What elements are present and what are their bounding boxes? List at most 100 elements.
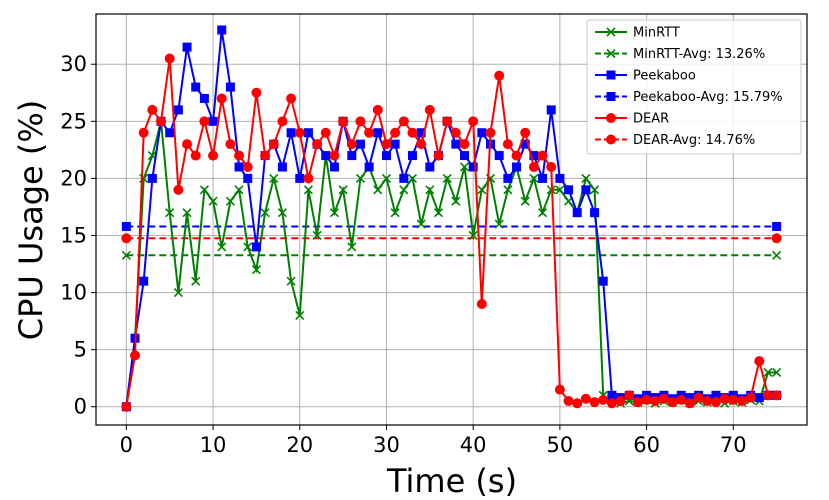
marker-stroke xyxy=(243,242,253,252)
data-point xyxy=(217,242,227,252)
data-point xyxy=(381,139,392,150)
data-point xyxy=(563,396,574,407)
x-tick-label: 70 xyxy=(720,433,747,457)
data-point xyxy=(702,396,713,407)
data-point xyxy=(477,185,487,195)
data-point xyxy=(503,185,513,195)
data-point xyxy=(381,151,391,161)
marker-stroke xyxy=(529,173,539,183)
data-point xyxy=(399,173,409,183)
data-point xyxy=(771,233,782,244)
data-point xyxy=(147,173,157,183)
marker-stroke xyxy=(269,173,279,183)
y-tick-label: 25 xyxy=(60,109,87,133)
legend-marker xyxy=(606,48,616,59)
data-point xyxy=(572,398,583,409)
legend-entry: Peekaboo xyxy=(595,69,696,84)
data-point xyxy=(277,162,287,172)
data-point xyxy=(355,116,366,127)
data-point xyxy=(208,150,219,161)
data-point xyxy=(460,151,470,161)
marker-stroke xyxy=(581,173,591,183)
data-point xyxy=(138,127,149,138)
data-point xyxy=(329,150,340,161)
data-point xyxy=(234,150,245,161)
y-tick-label: 20 xyxy=(60,166,87,190)
data-point xyxy=(450,127,461,138)
data-point xyxy=(208,116,218,126)
data-point xyxy=(581,173,591,183)
data-point xyxy=(425,162,435,172)
x-tick-label: 10 xyxy=(200,433,227,457)
data-point xyxy=(121,233,132,244)
marker-stroke xyxy=(772,250,782,260)
marker-stroke xyxy=(295,310,305,320)
data-point xyxy=(173,105,183,115)
marker-stroke xyxy=(425,185,435,195)
marker-stroke xyxy=(217,242,227,252)
data-point xyxy=(529,151,539,161)
y-tick-label: 15 xyxy=(60,223,87,247)
data-point xyxy=(191,82,201,92)
data-point xyxy=(373,185,383,195)
x-tick-label: 40 xyxy=(460,433,487,457)
data-point xyxy=(225,82,235,92)
marker-stroke xyxy=(260,208,270,218)
marker-stroke xyxy=(234,185,244,195)
data-point xyxy=(364,127,375,138)
data-point xyxy=(451,139,461,149)
series-dear-avg xyxy=(121,233,782,244)
data-point xyxy=(364,162,374,172)
marker-stroke xyxy=(606,48,616,59)
data-point xyxy=(182,139,193,150)
data-point xyxy=(676,394,687,405)
data-point xyxy=(590,185,600,195)
data-point xyxy=(719,393,730,404)
y-tick-label: 30 xyxy=(60,52,87,76)
data-point xyxy=(589,397,600,408)
legend-label: DEAR xyxy=(633,112,669,127)
data-point xyxy=(164,53,175,64)
data-point xyxy=(303,128,313,138)
marker-stroke xyxy=(381,173,392,183)
data-point xyxy=(433,150,444,161)
data-point xyxy=(355,139,365,149)
legend-entry: DEAR xyxy=(595,112,669,127)
data-point xyxy=(347,242,357,252)
data-point xyxy=(511,150,522,161)
marker-stroke xyxy=(407,173,418,183)
data-point xyxy=(190,150,201,161)
data-point xyxy=(772,250,782,260)
legend-label: Peekaboo-Avg: 15.79% xyxy=(633,90,783,105)
data-point xyxy=(555,185,565,195)
data-point xyxy=(763,367,773,378)
legend-marker xyxy=(606,134,616,145)
marker-stroke xyxy=(494,219,504,229)
legend-entry: MinRTT-Avg: 13.26% xyxy=(595,47,765,62)
marker-stroke xyxy=(147,151,157,161)
legend-label: DEAR-Avg: 14.76% xyxy=(633,133,755,148)
data-point xyxy=(762,390,773,401)
data-point xyxy=(251,87,262,98)
data-point xyxy=(433,208,444,218)
data-point xyxy=(156,116,167,127)
data-point xyxy=(303,173,314,184)
data-point xyxy=(268,139,279,150)
marker-stroke xyxy=(416,219,426,229)
data-point xyxy=(243,242,253,252)
data-point xyxy=(728,394,739,405)
data-point xyxy=(199,93,209,103)
data-point xyxy=(641,394,652,405)
marker-stroke xyxy=(303,185,313,195)
legend-label: MinRTT-Avg: 13.26% xyxy=(633,47,765,62)
marker-stroke xyxy=(763,367,773,378)
legend-marker xyxy=(606,113,616,123)
marker-stroke xyxy=(312,230,322,241)
x-axis-label: Time (s) xyxy=(386,462,517,500)
y-tick-label: 0 xyxy=(74,395,87,419)
data-point xyxy=(399,185,409,195)
data-point xyxy=(398,116,409,127)
data-point xyxy=(295,173,305,183)
legend: MinRTT MinRTT-Avg: 13.26% Peekaboo Peekaboo… xyxy=(586,19,802,155)
data-point xyxy=(346,139,357,150)
